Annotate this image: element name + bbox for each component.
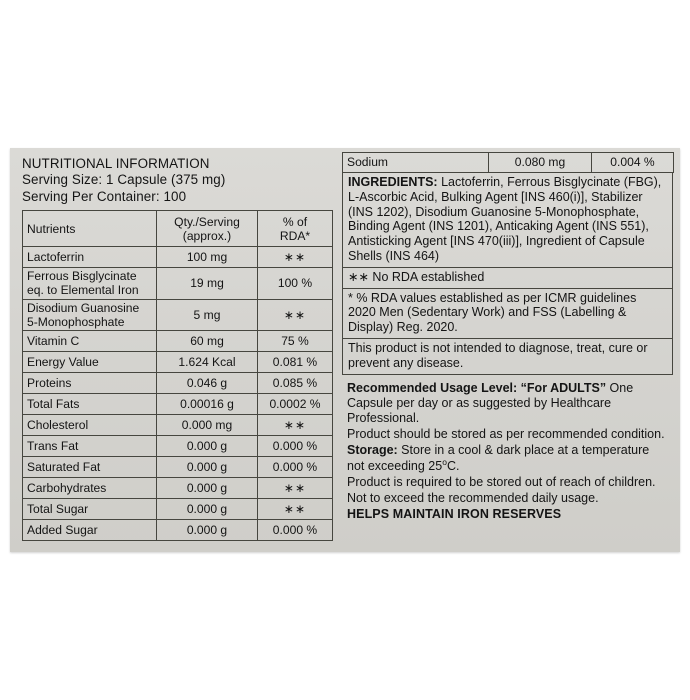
nutrient-rda-cell: 0.081 % — [257, 351, 333, 374]
nutrient-rda-cell: ∗∗ — [257, 498, 333, 521]
nutrient-qty-cell: 19 mg — [156, 267, 258, 300]
table-row: Ferrous Bisglycinate eq. to Elemental Iro… — [22, 267, 333, 300]
table-row: Total Sugar 0.000 g ∗∗ — [22, 498, 333, 521]
nutrient-qty-cell: 0.000 mg — [156, 414, 258, 437]
right-column: Sodium 0.080 mg 0.004 % INGREDIENTS: Lac… — [342, 152, 674, 523]
nutrient-qty-cell: 0.00016 g — [156, 393, 258, 416]
nutrient-qty-cell: 5 mg — [156, 298, 258, 332]
recommended-usage-text: One Capsule per day or as suggested by H… — [347, 380, 634, 425]
sodium-rda-cell: 0.004 % — [591, 152, 674, 173]
table-row: Total Fats 0.00016 g 0.0002 % — [22, 393, 333, 416]
nutrient-name-cell: Ferrous Bisglycinate eq. to Elemental Iro… — [22, 267, 157, 300]
nutrition-table: Nutrients Qty./Serving (approx.) % of RD… — [22, 210, 333, 542]
disclaimer-box: This product is not intended to diagnose… — [342, 337, 673, 375]
nutrient-rda-cell: 0.085 % — [257, 372, 333, 395]
nutrition-table-head: Nutrients Qty./Serving (approx.) % of RD… — [22, 210, 333, 248]
ingredients-box: INGREDIENTS: Lactoferrin, Ferrous Bisgly… — [342, 172, 673, 268]
nutrient-rda-cell: 0.000 % — [257, 456, 333, 479]
out-of-reach-line: Product is required to be stored out of … — [347, 474, 656, 489]
nutrient-name-cell: Lactoferrin — [22, 246, 157, 269]
recommended-usage-label: Recommended Usage Level: “For ADULTS” — [347, 380, 607, 395]
nutrient-rda-cell: 0.000 % — [257, 519, 333, 542]
column-header-qty-line2: (approx.) — [182, 228, 232, 243]
table-row: Sodium 0.080 mg 0.004 % — [342, 152, 674, 173]
sodium-qty-cell: 0.080 mg — [488, 152, 592, 173]
usage-and-storage-block: Recommended Usage Level: “For ADULTS” On… — [342, 381, 673, 523]
storage-line: Storage: Store in a cool & dark place at… — [347, 443, 669, 473]
nutrient-qty-cell: 100 mg — [156, 246, 258, 269]
recommended-usage-line: Recommended Usage Level: “For ADULTS” On… — [347, 381, 669, 427]
table-row: Energy Value 1.624 Kcal 0.081 % — [22, 351, 333, 374]
nutrient-name-cell: Total Sugar — [22, 498, 157, 521]
serving-size-line: Serving Size: 1 Capsule (375 mg) — [22, 172, 226, 188]
nutrient-name-cell: Added Sugar — [22, 519, 157, 542]
nutrient-rda-cell: 0.000 % — [257, 435, 333, 458]
nutrient-qty-cell: 0.000 g — [156, 519, 258, 542]
table-row: Vitamin C 60 mg 75 % — [22, 330, 333, 353]
column-header-rda-line1: % of — [282, 214, 308, 229]
sodium-name-cell: Sodium — [342, 152, 489, 173]
table-row: Saturated Fat 0.000 g 0.000 % — [22, 456, 333, 479]
nutrient-rda-cell: 0.0002 % — [257, 393, 333, 416]
table-row: Disodium Guanosine 5-Monophosphate 5 mg ∗∗ — [22, 298, 333, 332]
nutrient-rda-cell: ∗∗ — [257, 298, 333, 332]
ingredients-text: Lactoferrin, Ferrous Bisglycinate (FBG),… — [348, 175, 662, 263]
page-title: NUTRITIONAL INFORMATION — [22, 156, 210, 171]
storage-text-before-temperature: Store in a cool & dark place at a temper… — [347, 443, 650, 473]
nutrient-name-cell: Cholesterol — [22, 414, 157, 437]
nutrient-name-cell: Vitamin C — [22, 330, 157, 353]
nutrient-qty-cell: 60 mg — [156, 330, 258, 353]
column-header-qty-line1: Qty./Serving — [174, 214, 240, 229]
table-row: Carbohydrates 0.000 g ∗∗ — [22, 477, 333, 500]
table-header-row: Nutrients Qty./Serving (approx.) % of RD… — [22, 210, 333, 248]
nutrient-rda-cell: ∗∗ — [257, 246, 333, 269]
column-header-rda-line2: RDA* — [279, 228, 311, 243]
nutrition-heading-block: NUTRITIONAL INFORMATION Serving Size: 1 … — [22, 156, 342, 205]
nutrient-rda-cell: 75 % — [257, 330, 333, 353]
storage-text-after-temperature: C. — [446, 458, 460, 473]
nutrient-name-cell: Saturated Fat — [22, 456, 157, 479]
nutrient-name-cell: Proteins — [22, 372, 157, 395]
serving-per-container-line: Serving Per Container: 100 — [22, 188, 187, 204]
nutrient-name-cell: Energy Value — [22, 351, 157, 374]
no-rda-note-box: ∗∗ No RDA established — [342, 266, 673, 289]
nutrient-qty-cell: 0.000 g — [156, 477, 258, 500]
nutrient-qty-cell: 0.000 g — [156, 456, 258, 479]
nutrient-qty-cell: 1.624 Kcal — [156, 351, 258, 374]
nutrient-name-cell: Trans Fat — [22, 435, 157, 458]
table-row: Added Sugar 0.000 g 0.000 % — [22, 519, 333, 542]
tagline: HELPS MAINTAIN IRON RESERVES — [347, 507, 562, 522]
table-row: Trans Fat 0.000 g 0.000 % — [22, 435, 333, 458]
nutrient-qty-cell: 0.000 g — [156, 498, 258, 521]
nutrient-rda-cell: ∗∗ — [257, 414, 333, 437]
table-row: Cholesterol 0.000 mg ∗∗ — [22, 414, 333, 437]
nutrient-rda-cell: 100 % — [257, 267, 333, 300]
column-header-percent-rda: % of RDA* — [257, 210, 333, 248]
nutrition-table-body: Lactoferrin 100 mg ∗∗ Ferrous Bisglycinate e… — [22, 246, 333, 542]
nutrient-name-cell: Carbohydrates — [22, 477, 157, 500]
nutrient-qty-cell: 0.000 g — [156, 435, 258, 458]
column-header-qty-serving: Qty./Serving (approx.) — [156, 210, 258, 248]
nutrient-qty-cell: 0.046 g — [156, 372, 258, 395]
storage-condition-line: Product should be stored as per recommen… — [347, 427, 665, 442]
nutrient-name-cell: Total Fats — [22, 393, 157, 416]
storage-label: Storage: — [347, 443, 398, 458]
rda-source-note-box: * % RDA values established as per ICMR g… — [342, 287, 673, 339]
table-row: Lactoferrin 100 mg ∗∗ — [22, 246, 333, 269]
nutrition-label-panel: NUTRITIONAL INFORMATION Serving Size: 1 … — [10, 148, 680, 552]
ingredients-label: INGREDIENTS: — [348, 175, 438, 189]
nutrient-name-cell: Disodium Guanosine 5-Monophosphate — [22, 298, 157, 332]
not-exceed-line: Not to exceed the recommended daily usag… — [347, 490, 599, 505]
table-row: Proteins 0.046 g 0.085 % — [22, 372, 333, 395]
left-column: NUTRITIONAL INFORMATION Serving Size: 1 … — [22, 156, 342, 542]
degree-symbol: o — [442, 456, 447, 467]
nutrient-rda-cell: ∗∗ — [257, 477, 333, 500]
sodium-table: Sodium 0.080 mg 0.004 % — [342, 152, 674, 173]
column-header-nutrients: Nutrients — [22, 210, 157, 248]
